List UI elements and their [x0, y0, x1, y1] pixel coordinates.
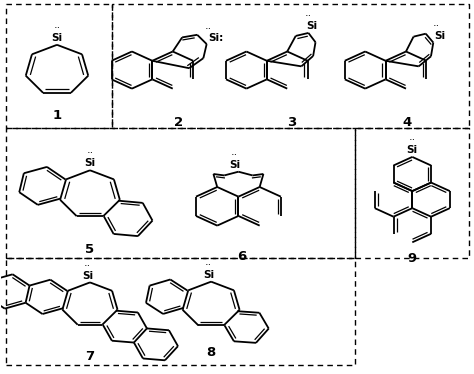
Text: 8: 8	[207, 346, 216, 359]
Text: Si: Si	[82, 270, 93, 280]
Text: 1: 1	[53, 110, 62, 122]
Text: Si: Si	[306, 21, 317, 31]
Text: 6: 6	[237, 250, 246, 263]
Text: ··: ··	[54, 23, 61, 33]
Text: ··: ··	[205, 24, 212, 34]
Text: Si: Si	[407, 145, 418, 155]
Text: Si:: Si:	[208, 33, 223, 43]
Text: ··: ··	[409, 135, 416, 145]
Text: Si: Si	[229, 160, 240, 170]
Text: ··: ··	[305, 11, 312, 21]
Text: ··: ··	[433, 21, 440, 31]
Text: Si: Si	[203, 270, 214, 280]
Text: 4: 4	[402, 116, 411, 129]
Text: 7: 7	[85, 350, 94, 363]
Text: ··: ··	[86, 148, 93, 159]
Text: ··: ··	[84, 261, 91, 271]
Text: ··: ··	[231, 151, 238, 160]
Text: 2: 2	[173, 116, 182, 129]
Text: Si: Si	[434, 31, 445, 41]
Text: ··: ··	[205, 260, 212, 270]
Text: Si: Si	[52, 33, 63, 43]
Text: Si: Si	[84, 159, 96, 168]
Text: 3: 3	[287, 116, 296, 129]
Text: 5: 5	[85, 243, 94, 256]
Text: 9: 9	[408, 252, 417, 264]
